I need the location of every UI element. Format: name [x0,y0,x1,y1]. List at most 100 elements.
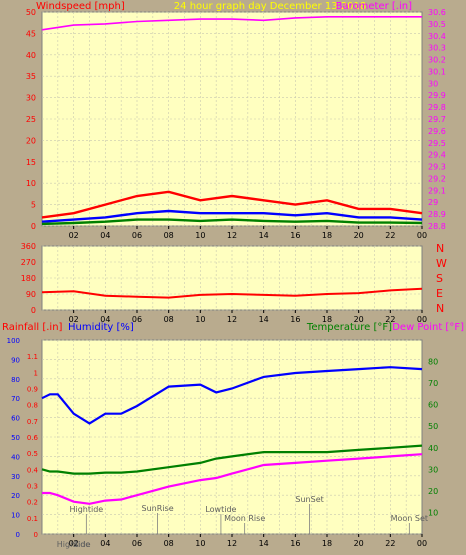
p2-left-tick-label: 0 [31,306,36,315]
chart-title: 24 hour graph day December 13 2018 [174,1,366,12]
p3-rainfall-tick-label: 0.2 [27,499,38,507]
p1-x-tick-label: 22 [385,231,395,240]
p1-series-line-2 [41,209,423,223]
p2-x-tick-label: 04 [100,315,110,324]
p2-left-tick-label: 90 [26,290,36,299]
p1-right-tick-label: 28.8 [428,222,446,231]
p1-right-tick-label: 29 [428,198,438,207]
p1-x-tick-label: 16 [290,231,300,240]
p2-x-tick-label: 22 [385,315,395,324]
p3-humidity-tick-label: 100 [7,337,20,345]
p3-series-line-0 [41,366,423,425]
p3-rainfall-tick-label: 0.9 [27,386,38,394]
p1-x-tick-label: 08 [164,231,174,240]
p1-left-tick-label: 30 [26,94,36,103]
p3-x-tick-label: 10 [195,539,205,548]
p3-annotation-label: Moon Rise [224,514,265,523]
p3-annotation-label: SunRise [142,504,174,513]
p3-bottom-annotation-label: Side [73,540,90,549]
p3-rainfall-tick-label: 0.5 [27,450,38,458]
p2-x-tick-label: 02 [69,315,79,324]
p3-temperature-tick-label: 50 [428,422,438,431]
dew-point-label: Dew Point [°F] [392,322,464,333]
p3-humidity-tick-label: 40 [11,453,20,461]
p2-left-tick-label: 270 [21,258,36,267]
p2-compass-label: N [436,302,444,315]
p1-left-tick-label: 50 [26,8,36,17]
p1-right-tick-label: 29.2 [428,174,446,183]
p3-rainfall-tick-label: 0.6 [27,434,39,442]
p1-right-tick-label: 29.1 [428,186,446,195]
p1-left-tick-label: 10 [26,179,36,188]
p1-series-line-1 [41,190,423,219]
p2-x-tick-label: 20 [354,315,364,324]
p1-right-tick-label: 30.5 [428,20,446,29]
p3-x-tick-label: 14 [259,539,269,548]
p1-x-tick-label: 04 [100,231,110,240]
p2-x-tick-label: 10 [195,315,205,324]
p2-x-tick-label: 18 [322,315,332,324]
p3-x-tick-label: 12 [227,539,237,548]
p3-x-tick-label: 00 [417,539,427,548]
p1-x-tick-label: 10 [195,231,205,240]
p3-temperature-tick-label: 60 [428,401,438,410]
p2-left-tick-label: 360 [21,242,36,251]
p1-x-tick-label: 06 [132,231,142,240]
p1-series-line-3 [41,218,423,226]
p1-right-tick-label: 30.2 [428,56,446,65]
p3-rainfall-tick-label: 1 [34,369,38,377]
p1-left-tick-label: 40 [26,51,36,60]
p3-temperature-tick-label: 10 [428,508,438,517]
p1-left-tick-label: 0 [31,222,36,231]
p1-left-tick-label: 45 [26,29,36,38]
p2-compass-label: N [436,242,444,255]
p3-rainfall-tick-label: 1.1 [27,353,38,361]
p3-annotation-label: Hightide [69,505,103,514]
barometer-label: Barometer [.in] [336,1,412,12]
p3-humidity-tick-label: 70 [11,395,20,403]
p1-x-tick-label: 20 [354,231,364,240]
p1-left-tick-label: 5 [31,201,36,210]
p2-series-line-0 [41,287,423,299]
p3-temperature-tick-label: 70 [428,379,438,388]
p1-left-tick-label: 15 [26,158,36,167]
p1-right-tick-label: 28.9 [428,210,446,219]
p3-temperature-tick-label: 20 [428,487,438,496]
p3-rainfall-tick-label: 0.3 [27,483,38,491]
p3-x-tick-label: 18 [322,539,332,548]
p1-right-tick-label: 29.5 [428,139,446,148]
p3-humidity-tick-label: 50 [11,434,20,442]
p2-x-tick-label: 06 [132,315,142,324]
p1-right-tick-label: 30.4 [428,32,446,41]
p3-series-line-2 [42,453,423,505]
p1-x-tick-label: 18 [322,231,332,240]
p3-annotation-label: SunSet [295,495,323,504]
p3-humidity-tick-label: 10 [11,512,20,520]
p1-left-tick-label: 25 [26,115,36,124]
p1-left-tick-label: 35 [26,72,36,81]
p3-x-tick-label: 22 [385,539,395,548]
p1-right-tick-label: 29.6 [428,127,446,136]
p1-x-tick-label: 02 [69,231,79,240]
p3-x-tick-label: 20 [354,539,364,548]
p3-humidity-tick-label: 90 [11,356,20,364]
p1-right-tick-label: 30.3 [428,44,446,53]
p3-annotation-label: Moon Set [391,514,428,523]
p3-humidity-tick-label: 20 [11,492,20,500]
p1-right-tick-label: 29.3 [428,163,446,172]
humidity-label: Humidity [%] [68,322,134,333]
p3-bottom-annotation-label: Hightide [57,540,91,549]
p3-x-tick-label: 02 [69,539,79,548]
p2-compass-label: S [436,272,443,285]
p3-humidity-tick-label: 30 [11,473,20,481]
windspeed-label: Windspeed [mph] [36,1,125,12]
p1-right-tick-label: 30.1 [428,67,446,76]
p2-x-tick-label: 14 [259,315,269,324]
p3-annotation-label: Lowtide [205,505,236,514]
p3-humidity-tick-label: 0 [16,531,20,539]
p2-compass-label: E [436,287,443,300]
p1-right-tick-label: 29.8 [428,103,446,112]
p3-x-tick-label: 08 [164,539,174,548]
p1-left-tick-label: 20 [26,136,36,145]
